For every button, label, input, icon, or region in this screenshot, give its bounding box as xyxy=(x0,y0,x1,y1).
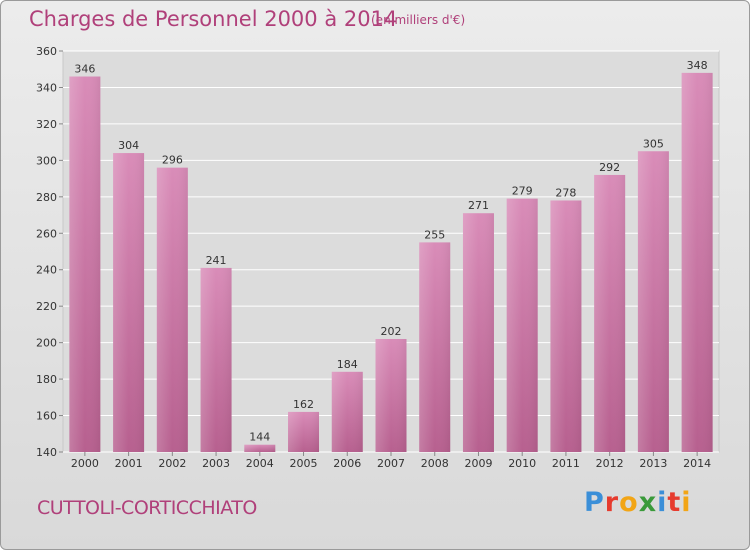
chart-title: Charges de Personnel 2000 à 2014 xyxy=(29,7,398,31)
y-tick-label: 280 xyxy=(36,191,57,204)
data-label-2007: 202 xyxy=(381,325,402,338)
data-label-2004: 144 xyxy=(249,431,270,444)
bar-sheen xyxy=(200,267,232,452)
x-tick-label-2008: 2008 xyxy=(421,457,449,470)
data-labels: 346 304 296 241 144 162 184 202 255 271 279 278 292 3… xyxy=(74,59,707,444)
x-tick-label-2006: 2006 xyxy=(333,457,361,470)
y-tick-label: 220 xyxy=(36,300,57,313)
y-tick-label: 320 xyxy=(36,118,57,131)
bars xyxy=(69,72,713,453)
x-tick-label-2014: 2014 xyxy=(683,457,711,470)
x-axis-ticks: 2000 2001 2002 2003 2004 2005 2006 2007 2008 2009… xyxy=(71,452,711,470)
x-tick-label-2002: 2002 xyxy=(158,457,186,470)
data-label-2011: 278 xyxy=(555,186,576,199)
bar-sheen xyxy=(637,151,669,452)
y-tick-label: 300 xyxy=(36,154,57,167)
bar-sheen xyxy=(681,72,713,452)
bar-sheen xyxy=(113,153,145,452)
x-tick-label-2007: 2007 xyxy=(377,457,405,470)
x-tick-label-2013: 2013 xyxy=(639,457,667,470)
logo-letter: t xyxy=(667,487,682,518)
x-tick-label-2005: 2005 xyxy=(290,457,318,470)
data-label-2005: 162 xyxy=(293,398,314,411)
x-tick-label-2001: 2001 xyxy=(115,457,143,470)
bar-sheen xyxy=(419,242,451,452)
data-label-2010: 279 xyxy=(512,185,533,198)
x-tick-label-2010: 2010 xyxy=(508,457,536,470)
bar-sheen xyxy=(462,213,494,452)
x-tick-label-2003: 2003 xyxy=(202,457,230,470)
data-label-2009: 271 xyxy=(468,199,489,212)
data-label-2012: 292 xyxy=(599,161,620,174)
bar-sheen xyxy=(244,444,276,452)
logo-letter: i xyxy=(681,487,692,518)
logo-letter: x xyxy=(638,487,658,518)
y-tick-label: 240 xyxy=(36,264,57,277)
proxiti-logo: Proxiti xyxy=(584,487,692,518)
y-tick-label: 340 xyxy=(36,81,57,94)
logo-letter: P xyxy=(584,487,605,518)
logo-letter: o xyxy=(619,487,639,518)
chart-subtitle: (en milliers d'€) xyxy=(371,13,466,27)
y-tick-label: 360 xyxy=(36,45,57,58)
x-tick-label-2009: 2009 xyxy=(464,457,492,470)
bar-sheen xyxy=(331,371,363,452)
y-tick-label: 200 xyxy=(36,337,57,350)
x-tick-label-2000: 2000 xyxy=(71,457,99,470)
data-label-2000: 346 xyxy=(74,63,95,76)
data-label-2014: 348 xyxy=(687,59,708,72)
bar-sheen xyxy=(506,198,538,452)
data-label-2003: 241 xyxy=(206,254,227,267)
commune-name: CUTTOLI-CORTICCHIATO xyxy=(37,497,257,519)
bar-sheen xyxy=(375,338,407,452)
data-label-2006: 184 xyxy=(337,358,358,371)
data-label-2002: 296 xyxy=(162,154,183,167)
y-tick-label: 140 xyxy=(36,446,57,459)
x-tick-label-2004: 2004 xyxy=(246,457,274,470)
data-label-2008: 255 xyxy=(424,228,445,241)
x-tick-label-2012: 2012 xyxy=(596,457,624,470)
data-label-2013: 305 xyxy=(643,137,664,150)
y-tick-label: 160 xyxy=(36,410,57,423)
bar-sheen xyxy=(69,76,101,452)
data-label-2001: 304 xyxy=(118,139,139,152)
y-tick-label: 180 xyxy=(36,373,57,386)
y-axis-ticks: 140 160 180 200 220 240 260 280 300 320 340 360 xyxy=(36,45,63,459)
x-tick-label-2011: 2011 xyxy=(552,457,580,470)
bar-sheen xyxy=(550,200,582,452)
bar-sheen xyxy=(594,174,626,453)
y-tick-label: 260 xyxy=(36,227,57,240)
logo-letter: r xyxy=(604,487,620,518)
bar-sheen xyxy=(288,411,320,452)
logo-letter: i xyxy=(657,487,668,518)
bar-sheen xyxy=(156,167,188,452)
